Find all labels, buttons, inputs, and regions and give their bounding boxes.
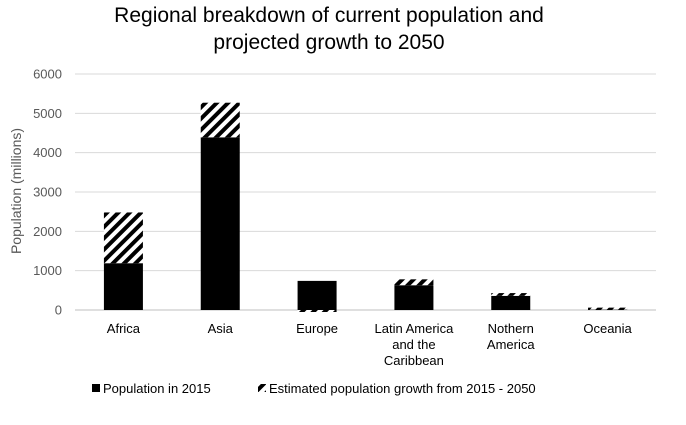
bar-population-2015-1 xyxy=(200,137,240,310)
y-tick-label-0: 0 xyxy=(55,303,62,318)
bar-growth-2015-2050-2 xyxy=(297,310,337,312)
legend-label-growth: Estimated population growth from 2015 - … xyxy=(269,381,536,396)
y-tick-label-2000: 2000 xyxy=(33,224,62,239)
bar-growth-2015-2050-4 xyxy=(491,293,531,296)
bar-population-2015-0 xyxy=(103,263,143,310)
y-axis-label: Population (millions) xyxy=(8,128,24,254)
x-category-label-2: Europe xyxy=(296,321,338,336)
y-tick-label-4000: 4000 xyxy=(33,145,62,160)
x-category-label-4: Nothern America xyxy=(487,321,535,352)
y-tick-label-5000: 5000 xyxy=(33,106,62,121)
bar-population-2015-4 xyxy=(491,295,531,310)
bar-growth-2015-2050-0 xyxy=(103,212,143,264)
bar-population-2015-2 xyxy=(297,280,337,310)
bar-population-2015-3 xyxy=(394,285,434,310)
chart-title-line-1: Regional breakdown of current population… xyxy=(114,4,544,27)
legend-swatch-population-2015 xyxy=(92,384,100,392)
bar-growth-2015-2050-1 xyxy=(200,102,240,138)
bar-growth-2015-2050-5 xyxy=(588,307,628,310)
chart-title-line-2: projected growth to 2050 xyxy=(213,31,444,54)
x-category-label-3: Latin America and the Caribbean xyxy=(375,321,455,368)
y-tick-label-6000: 6000 xyxy=(33,67,62,82)
legend-label-population-2015: Population in 2015 xyxy=(103,381,211,396)
x-category-label-1: Asia xyxy=(208,321,234,336)
x-category-label-0: Africa xyxy=(107,321,141,336)
y-tick-label-1000: 1000 xyxy=(33,263,62,278)
legend-swatch-growth xyxy=(258,384,266,392)
x-category-label-5: Oceania xyxy=(583,321,632,336)
y-tick-label-3000: 3000 xyxy=(33,185,62,200)
bar-growth-2015-2050-3 xyxy=(394,279,434,286)
